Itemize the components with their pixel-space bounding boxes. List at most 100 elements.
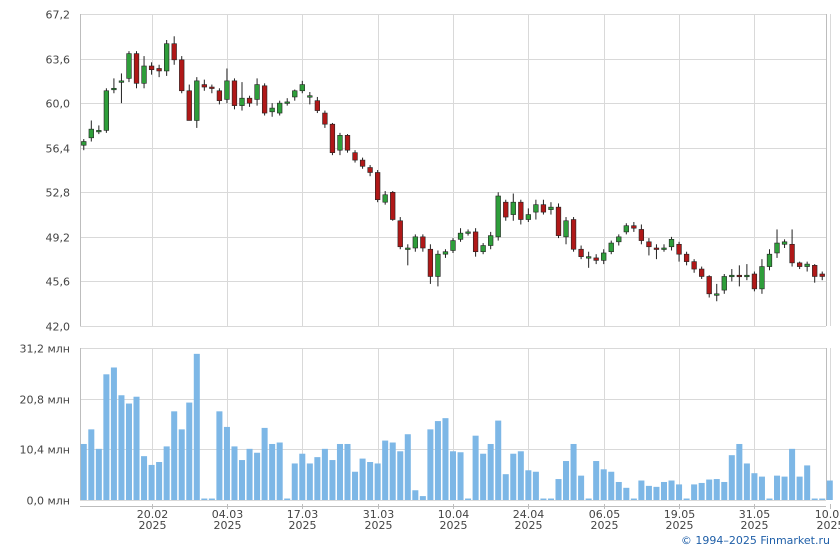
volume-bar: [547, 498, 554, 500]
volume-bar: [141, 456, 148, 500]
candle-body: [465, 231, 471, 234]
candle-body: [141, 65, 147, 84]
candlestick-series: [81, 36, 825, 302]
candle-body: [503, 201, 509, 218]
x-tick-label-date: 24.04: [513, 508, 545, 521]
candle-body: [261, 85, 268, 114]
candle-body: [510, 201, 516, 215]
volume-bar: [465, 498, 472, 500]
candle-body: [518, 201, 524, 220]
volume-bar: [487, 443, 494, 500]
candle-body: [796, 262, 803, 267]
candle-body: [292, 90, 298, 98]
volume-bar: [623, 487, 630, 500]
candle-body: [714, 293, 720, 296]
x-tick-label-year: 2025: [666, 519, 694, 532]
volume-bar: [133, 396, 140, 500]
candle-body: [133, 53, 140, 84]
x-tick-label-date: 10.04: [438, 508, 470, 521]
volume-bar: [706, 479, 713, 500]
price-gridlines: [80, 14, 831, 327]
volume-bar: [367, 462, 374, 500]
volume-tick-label: 10,4 млн: [19, 444, 70, 457]
candle-body: [781, 241, 788, 245]
candle-body: [171, 43, 177, 61]
price-tick-label: 52,8: [46, 187, 71, 200]
price-tick-label: 42,0: [46, 321, 71, 334]
copyright-link[interactable]: © 1994–2025 Finmarket.ru: [680, 534, 830, 547]
candle-body: [239, 97, 245, 106]
volume-bar: [676, 484, 683, 500]
candle-body: [661, 247, 667, 250]
candle-body: [231, 80, 238, 106]
x-tick-label-year: 2025: [289, 519, 317, 532]
price-tick-label: 49,2: [46, 232, 71, 245]
candle-body: [194, 80, 200, 121]
volume-bar: [457, 452, 464, 500]
volume-bar: [796, 476, 803, 500]
volume-bar: [171, 411, 178, 500]
candle-body: [81, 141, 87, 146]
volume-bar: [284, 498, 291, 500]
candle-body: [412, 236, 418, 249]
volume-bar: [261, 427, 268, 500]
candle-body: [699, 268, 705, 277]
candle-body: [601, 252, 607, 261]
volume-bar: [359, 458, 366, 500]
volume-bar: [668, 480, 675, 500]
date-axis: 20.02202504.03202517.03202531.03202510.0…: [80, 504, 840, 532]
candle-body: [201, 84, 207, 88]
candle-body: [616, 236, 622, 243]
candle-body: [608, 242, 614, 253]
volume-bar: [291, 463, 298, 500]
volume-bar: [510, 453, 517, 500]
candle-body: [721, 276, 727, 291]
candle-body: [269, 107, 275, 113]
volume-bar: [178, 429, 185, 500]
volume-bar: [95, 448, 102, 500]
candle-body: [766, 253, 773, 267]
volume-bar: [163, 446, 170, 500]
volume-bar: [728, 455, 735, 500]
candle-body: [563, 220, 569, 238]
candle-body: [495, 195, 501, 238]
x-tick-label-year: 2025: [139, 519, 167, 532]
volume-bar: [578, 475, 585, 500]
x-tick-label-date: 19.05: [664, 508, 696, 521]
candle-body: [126, 53, 132, 79]
volume-bar: [563, 461, 570, 500]
volume-bar: [231, 446, 238, 500]
volume-bar: [216, 411, 223, 500]
volume-bar: [110, 367, 117, 500]
volume-bar: [743, 463, 750, 500]
volume-bar: [811, 498, 818, 500]
candle-body: [638, 229, 645, 241]
price-tick-label: 56,4: [46, 143, 71, 156]
volume-tick-label: 0,0 млн: [26, 495, 70, 508]
candle-body: [729, 274, 735, 278]
x-tick-label-year: 2025: [591, 519, 619, 532]
candle-body: [367, 167, 373, 173]
candle-body: [88, 128, 94, 139]
candle-body: [352, 152, 358, 161]
x-tick-label-year: 2025: [515, 519, 543, 532]
candle-body: [427, 248, 434, 277]
candle-body: [156, 68, 162, 72]
candle-body: [586, 256, 592, 259]
volume-bar: [427, 429, 434, 500]
volume-bar: [804, 465, 811, 500]
candle-body: [420, 236, 426, 249]
volume-bar: [449, 451, 457, 500]
volume-bar: [472, 435, 479, 500]
volume-bar: [118, 395, 125, 500]
volume-tick-label: 20,8 млн: [19, 394, 70, 407]
volume-bar: [570, 443, 577, 500]
volume-bar: [766, 498, 773, 500]
volume-bar: [314, 457, 321, 500]
volume-bar: [683, 498, 690, 500]
candle-body: [804, 263, 810, 267]
volume-bar: [774, 475, 781, 500]
price-tick-label: 45,6: [46, 276, 71, 289]
volume-bar: [517, 451, 524, 500]
candle-body: [736, 274, 742, 278]
